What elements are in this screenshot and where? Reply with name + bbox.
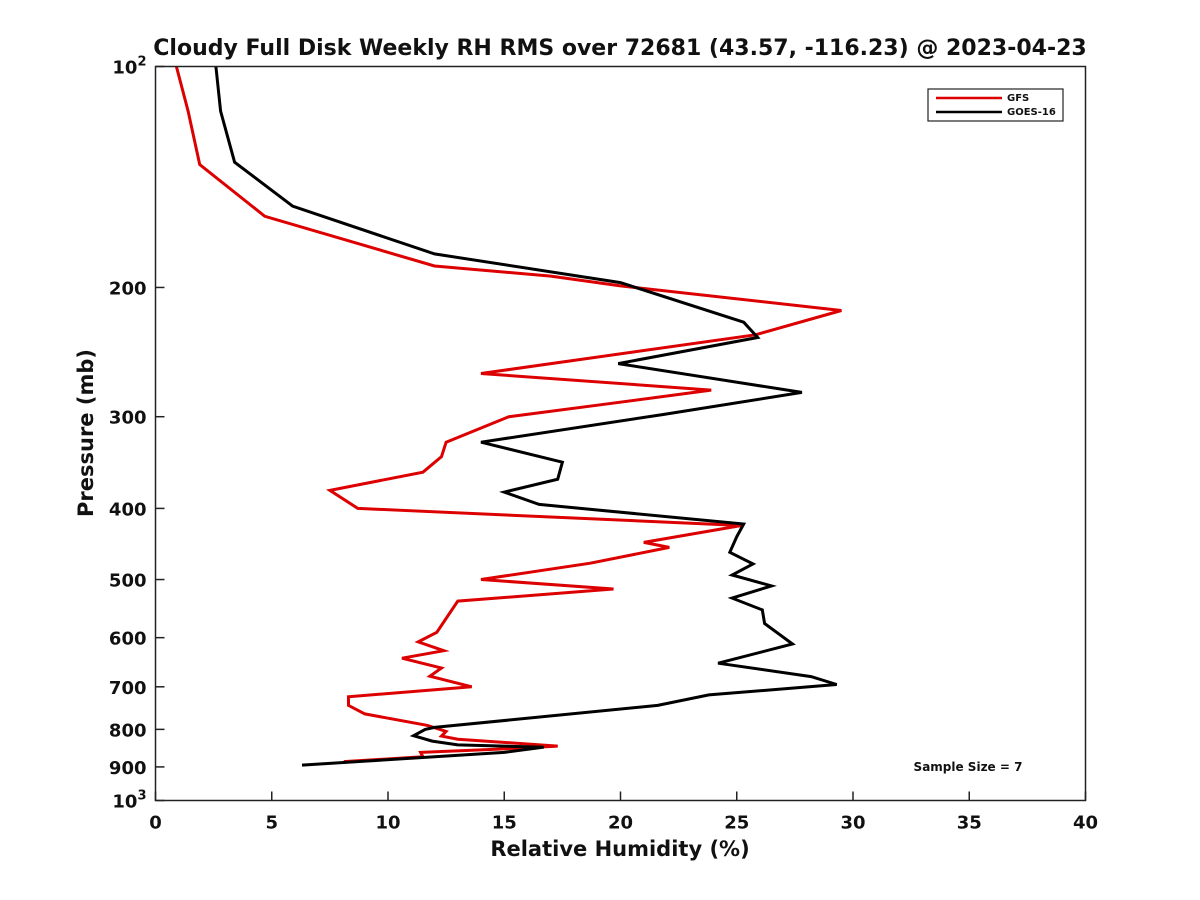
y-tick-label: 400 [109, 499, 147, 520]
x-tick-label: 40 [1073, 813, 1098, 834]
y-tick-label: 800 [109, 720, 147, 741]
y-tick-label: 900 [109, 758, 147, 779]
x-tick-label: 35 [957, 813, 982, 834]
y-tick-label: 500 [109, 571, 147, 592]
x-tick-label: 20 [608, 813, 633, 834]
plot-series-layer [174, 66, 842, 767]
sample-size-annotation: Sample Size = 7 [914, 760, 1023, 774]
legend-box [927, 88, 1064, 122]
y-tick-label: 700 [109, 678, 147, 699]
y-tick-label: 103 [112, 789, 146, 813]
series-line-goes16 [214, 66, 838, 767]
x-axis: 0 5 10 15 20 25 30 35 40 [149, 791, 1098, 834]
y-axis-label: Pressure (mb) [74, 349, 98, 517]
legend: GFS GOES-16 [927, 88, 1064, 122]
x-tick-label: 0 [149, 813, 162, 834]
legend-label-gfs: GFS [1007, 93, 1029, 104]
series-line-gfs [174, 66, 842, 764]
legend-label-goes16: GOES-16 [1007, 107, 1056, 118]
y-axis: 102 200 300 400 500 600 700 800 900 103 [109, 55, 165, 813]
x-axis-label: Relative Humidity (%) [490, 837, 749, 861]
y-tick-label: 600 [109, 629, 147, 650]
plot-frame [154, 65, 1087, 802]
y-tick-label: 200 [109, 278, 147, 299]
x-tick-label: 30 [840, 813, 865, 834]
chart-title: Cloudy Full Disk Weekly RH RMS over 7268… [153, 36, 1086, 61]
x-tick-label: 5 [265, 813, 278, 834]
x-tick-label: 25 [724, 813, 749, 834]
x-tick-label: 10 [375, 813, 400, 834]
y-tick-label: 102 [112, 55, 146, 79]
x-tick-label: 15 [492, 813, 517, 834]
y-tick-label: 300 [109, 408, 147, 429]
